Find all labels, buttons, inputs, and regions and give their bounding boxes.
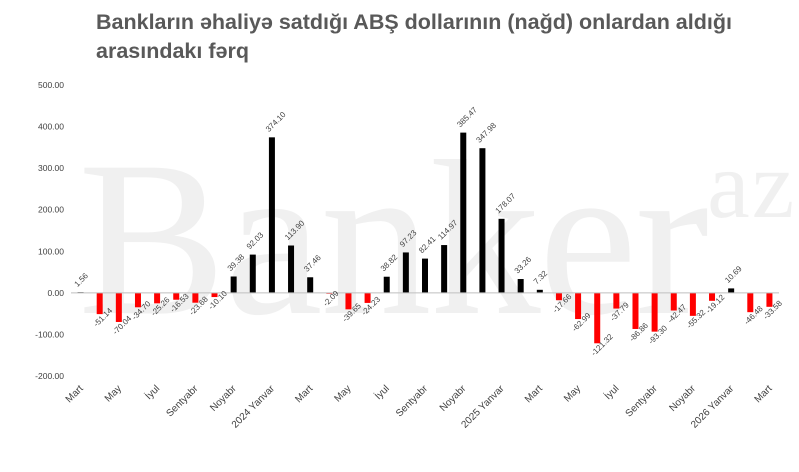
bar	[594, 292, 601, 344]
y-tick-label: -200.00	[35, 371, 64, 381]
data-label: 113.90	[283, 218, 307, 242]
y-tick-label: 200.00	[38, 205, 64, 215]
data-label: -19.12	[704, 292, 727, 315]
data-label: 178.07	[494, 191, 518, 215]
bar	[383, 276, 390, 293]
y-tick-label: 300.00	[38, 163, 64, 173]
data-label: 38.82	[379, 252, 400, 273]
data-label: -33.58	[761, 298, 784, 321]
data-label: 1.56	[73, 271, 91, 289]
bar	[402, 252, 409, 293]
data-label: -62.99	[570, 311, 593, 334]
bar	[709, 292, 716, 301]
data-label: -2.09	[321, 288, 341, 308]
bar	[632, 292, 639, 329]
data-label: -42.47	[666, 302, 689, 325]
data-labels: 1.56-51.14-70.04-34.70-25.26-16.53-23.68…	[73, 105, 785, 358]
data-label: 114.97	[436, 218, 460, 242]
data-label: 347.98	[474, 121, 498, 145]
data-label: 92.03	[245, 230, 266, 251]
bar	[268, 137, 275, 293]
data-label: -70.04	[111, 314, 134, 337]
data-label: 39.38	[226, 252, 247, 273]
bar	[441, 245, 448, 293]
x-tick-label: Sentyabr	[394, 383, 431, 420]
x-tick-label: İyul	[142, 382, 162, 402]
bar	[134, 292, 141, 308]
data-label: 33.26	[513, 255, 534, 276]
x-tick-label: İyul	[372, 382, 392, 402]
bar	[288, 245, 295, 293]
data-label: -10.10	[207, 289, 230, 312]
bar	[517, 279, 524, 293]
x-tick-label: Mart	[64, 383, 86, 405]
x-tick-label: May	[562, 383, 583, 404]
y-tick-label: 100.00	[38, 246, 64, 256]
bar	[498, 218, 505, 293]
bar	[479, 148, 486, 293]
x-tick-label: Sentyabr	[624, 383, 661, 420]
data-label: 10.69	[723, 264, 744, 285]
bar	[728, 288, 735, 293]
bar	[230, 276, 237, 293]
bar	[422, 258, 428, 293]
bar	[345, 292, 352, 310]
x-tick-label: Mart	[753, 383, 775, 405]
x-tick-label: May	[103, 383, 124, 404]
bar	[536, 289, 543, 293]
data-label: 82.41	[417, 234, 438, 255]
data-label: -121.32	[589, 332, 615, 358]
data-label: -17.66	[551, 292, 574, 315]
data-label: 97.23	[398, 228, 419, 249]
y-axis-ticks: -200.00 -100.00 0.00 100.00 200.00 300.00 400.…	[35, 80, 64, 381]
data-label: 37.46	[302, 253, 323, 274]
data-label: -24.23	[360, 295, 383, 318]
data-label: -51.14	[92, 306, 115, 329]
y-tick-label: 500.00	[38, 80, 64, 90]
bar	[651, 292, 658, 332]
data-label: -93.30	[647, 323, 670, 346]
x-tick-label: Noyabr	[438, 383, 469, 414]
x-tick-label: Noyabr	[208, 383, 239, 414]
bar	[613, 292, 620, 309]
x-tick-label: Mart	[293, 383, 315, 405]
bar	[364, 292, 371, 303]
bar	[766, 292, 773, 307]
y-tick-label: -100.00	[35, 329, 64, 339]
y-tick-label: 0.00	[47, 288, 64, 298]
x-tick-label: May	[332, 383, 353, 404]
chart-title: Bankların əhaliyə satdığı ABŞ dollarının…	[96, 10, 732, 63]
x-tick-label: Noyabr	[667, 383, 698, 414]
bar	[460, 132, 467, 293]
y-tick-label: 400.00	[38, 122, 64, 132]
bar	[747, 292, 754, 313]
bar	[173, 292, 180, 300]
x-tick-label: Sentyabr	[164, 383, 201, 420]
bar	[307, 277, 314, 293]
x-tick-label: İyul	[601, 382, 621, 402]
data-label: 385.47	[455, 105, 479, 129]
bar	[115, 292, 122, 322]
x-tick-label: Mart	[523, 383, 545, 405]
bar	[555, 292, 562, 301]
bar	[689, 292, 696, 316]
bars	[77, 132, 773, 344]
data-label: -37.79	[608, 300, 631, 323]
data-label: 7.32	[532, 268, 550, 286]
bar	[192, 292, 199, 303]
bar	[211, 292, 218, 298]
bar	[670, 292, 677, 311]
bar	[154, 292, 161, 304]
data-label: 374.10	[264, 110, 288, 134]
bar	[249, 254, 256, 293]
data-label: -55.32	[685, 307, 708, 330]
bar	[96, 292, 103, 315]
bar	[575, 292, 582, 320]
